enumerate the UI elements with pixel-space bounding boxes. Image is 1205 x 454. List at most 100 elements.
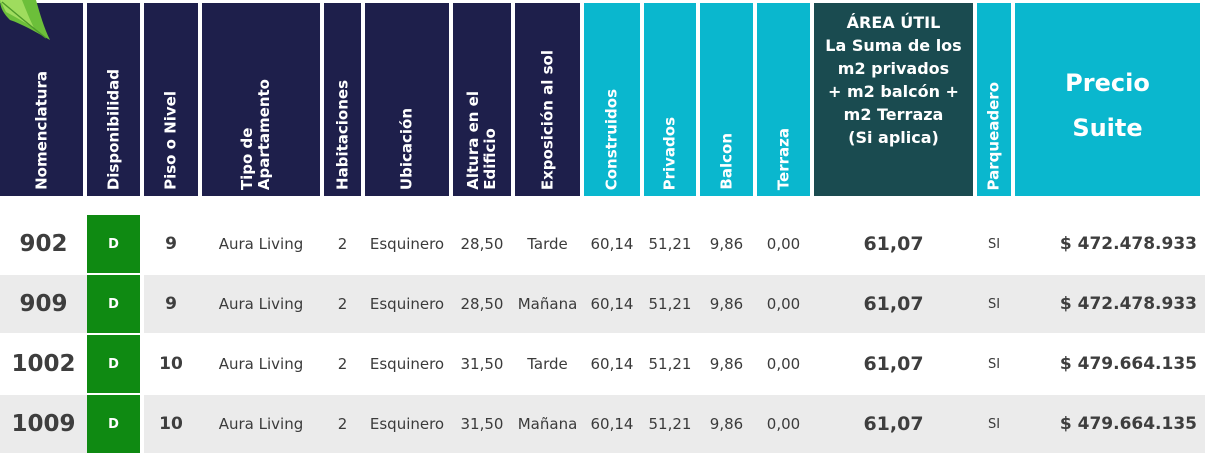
header-exposicion-label: Exposición al sol	[538, 49, 556, 190]
cell-piso: 9	[165, 294, 177, 314]
availability-badge: D	[87, 275, 140, 333]
header-privados: Privados	[644, 3, 696, 196]
cell-altura: 28,50	[460, 295, 504, 313]
cell-balcon: 9,86	[709, 355, 744, 373]
header-parqueadero-label: Parqueadero	[984, 81, 1003, 190]
cell-tipo: Aura Living	[218, 415, 304, 433]
table-row: 902 D 9 Aura Living 2 Esquinero 28,50 Ta…	[0, 215, 1205, 273]
header-area-line: La Suma de los	[825, 36, 962, 55]
header-ubicacion-label: Ubicación	[397, 107, 416, 190]
cell-habitaciones: 2	[337, 295, 348, 313]
cell-exposicion: Mañana	[517, 415, 578, 433]
cell-piso: 10	[159, 414, 183, 434]
header-area-line: ÁREA ÚTIL	[846, 13, 941, 32]
header-terraza-label: Terraza	[774, 127, 792, 190]
header-disponibilidad: Disponibilidad	[87, 3, 140, 196]
header-altura-line2: Edificio	[481, 128, 499, 190]
header-piso-label: Piso o Nivel	[161, 91, 180, 190]
header-balcon: Balcon	[700, 3, 753, 196]
leaf-icon	[0, 0, 50, 40]
table-row: 1009 D 10 Aura Living 2 Esquinero 31,50 …	[0, 395, 1205, 453]
cell-parqueadero: SI	[987, 416, 1001, 432]
header-tipo-line2: Apartamento	[255, 78, 274, 190]
cell-balcon: 9,86	[709, 235, 744, 253]
cell-construidos: 60,14	[590, 295, 634, 313]
cell-ubicacion: Esquinero	[369, 415, 445, 433]
header-construidos-label: Construidos	[602, 88, 621, 190]
availability-badge: D	[87, 215, 140, 273]
header-tipo-label: Tipo de Apartamento	[238, 78, 274, 190]
cell-precio: $ 472.478.933	[1059, 234, 1197, 254]
cell-nomenclatura: 902	[19, 231, 68, 257]
header-area-util-label: ÁREA ÚTIL La Suma de los m2 privados + m…	[814, 11, 973, 149]
cell-precio: $ 479.664.135	[1059, 354, 1197, 374]
cell-altura: 28,50	[460, 235, 504, 253]
cell-ubicacion: Esquinero	[369, 295, 445, 313]
header-habitaciones-label: Habitaciones	[333, 80, 351, 190]
cell-parqueadero: SI	[987, 296, 1001, 312]
cell-habitaciones: 2	[337, 355, 348, 373]
header-precio-label: Precio Suite	[1015, 61, 1200, 151]
header-privados-label: Privados	[660, 116, 679, 190]
cell-nomenclatura: 909	[19, 291, 68, 317]
cell-area-util: 61,07	[863, 353, 924, 375]
cell-piso: 10	[159, 354, 183, 374]
cell-piso: 9	[165, 234, 177, 254]
cell-privados: 51,21	[648, 295, 692, 313]
cell-altura: 31,50	[460, 355, 504, 373]
header-exposicion: Exposición al sol	[515, 3, 580, 196]
cell-terraza: 0,00	[766, 235, 801, 253]
cell-precio: $ 479.664.135	[1059, 414, 1197, 434]
cell-area-util: 61,07	[863, 293, 924, 315]
cell-balcon: 9,86	[709, 295, 744, 313]
cell-tipo: Aura Living	[218, 295, 304, 313]
cell-balcon: 9,86	[709, 415, 744, 433]
cell-ubicacion: Esquinero	[369, 355, 445, 373]
availability-badge: D	[87, 395, 140, 453]
cell-construidos: 60,14	[590, 235, 634, 253]
cell-privados: 51,21	[648, 355, 692, 373]
cell-terraza: 0,00	[766, 415, 801, 433]
cell-tipo: Aura Living	[218, 235, 304, 253]
cell-habitaciones: 2	[337, 235, 348, 253]
header-area-line: m2 privados	[837, 59, 950, 78]
cell-precio: $ 472.478.933	[1059, 294, 1197, 314]
header-precio-line2: Suite	[1072, 114, 1143, 142]
cell-terraza: 0,00	[766, 295, 801, 313]
table-row: 909 D 9 Aura Living 2 Esquinero 28,50 Ma…	[0, 275, 1205, 333]
header-area-line: (Si aplica)	[848, 128, 939, 147]
cell-terraza: 0,00	[766, 355, 801, 373]
cell-privados: 51,21	[648, 235, 692, 253]
cell-nomenclatura: 1002	[11, 351, 76, 377]
cell-exposicion: Mañana	[517, 295, 578, 313]
cell-nomenclatura: 1009	[11, 411, 76, 437]
cell-privados: 51,21	[648, 415, 692, 433]
header-precio-line1: Precio	[1065, 69, 1150, 97]
availability-badge: D	[87, 335, 140, 393]
cell-area-util: 61,07	[863, 413, 924, 435]
cell-construidos: 60,14	[590, 355, 634, 373]
header-tipo-apartamento: Tipo de Apartamento	[202, 3, 320, 196]
header-ubicacion: Ubicación	[365, 3, 449, 196]
cell-tipo: Aura Living	[218, 355, 304, 373]
cell-construidos: 60,14	[590, 415, 634, 433]
header-altura-line1: Altura en el	[464, 91, 482, 190]
header-precio-suite: Precio Suite	[1015, 3, 1200, 196]
cell-habitaciones: 2	[337, 415, 348, 433]
cell-parqueadero: SI	[987, 356, 1001, 372]
header-altura-label: Altura en el Edificio	[464, 91, 499, 190]
header-terraza: Terraza	[757, 3, 810, 196]
cell-altura: 31,50	[460, 415, 504, 433]
header-altura: Altura en el Edificio	[453, 3, 511, 196]
header-balcon-label: Balcon	[717, 133, 735, 190]
header-habitaciones: Habitaciones	[324, 3, 361, 196]
cell-exposicion: Tarde	[527, 355, 568, 373]
cell-parqueadero: SI	[987, 236, 1001, 252]
header-nomenclatura-label: Nomenclatura	[32, 71, 50, 190]
header-disponibilidad-label: Disponibilidad	[104, 68, 122, 190]
header-tipo-line1: Tipo de	[238, 127, 257, 190]
header-construidos: Construidos	[584, 3, 640, 196]
header-area-line: m2 Terraza	[843, 105, 944, 124]
header-parqueadero: Parqueadero	[977, 3, 1011, 196]
